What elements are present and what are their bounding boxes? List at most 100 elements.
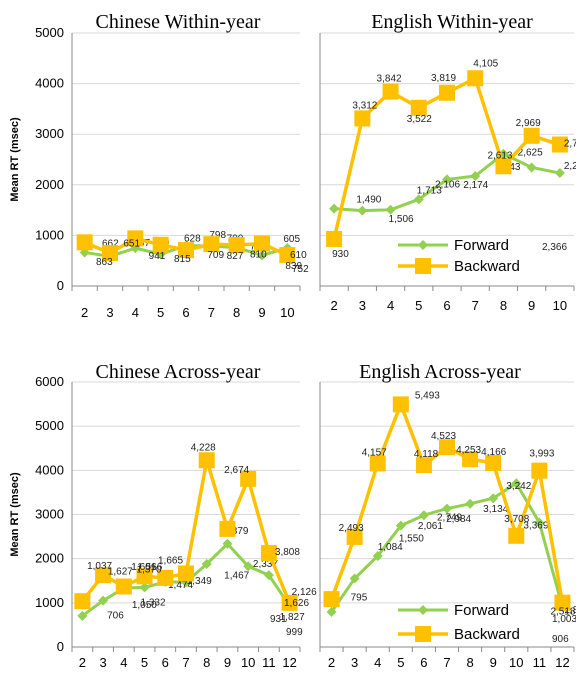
data-label-1-backward-0: 930 xyxy=(332,249,349,260)
x-tick-label-3-4: 6 xyxy=(420,655,427,670)
point-0-backward-7 xyxy=(254,235,270,252)
data-label-1-backward-3: 3,522 xyxy=(407,114,432,125)
data-label-0-backward-1: 863 xyxy=(96,257,113,268)
point-2-backward-5 xyxy=(178,565,194,582)
data-label-1-forward-1: 1,490 xyxy=(356,195,381,206)
point-0-backward-0 xyxy=(76,234,93,251)
data-label-2-forward-4: 1,566 xyxy=(137,562,162,573)
data-label-0-forward-1: 662 xyxy=(102,238,119,249)
x-tick-label-3-2: 4 xyxy=(374,655,381,670)
data-label-0-backward-7: 810 xyxy=(250,250,267,261)
x-tick-label-0-0: 2 xyxy=(81,305,88,320)
point-1-forward-1 xyxy=(357,205,368,216)
data-label-3-backward-9: 3,993 xyxy=(529,449,554,460)
point-1-forward-0 xyxy=(329,203,340,214)
data-label-3-backward-5: 4,523 xyxy=(431,431,456,442)
point-1-backward-4 xyxy=(439,84,455,101)
point-2-backward-0 xyxy=(74,593,91,610)
data-label-2-backward-9: 3,808 xyxy=(275,547,300,558)
point-2-backward-10 xyxy=(281,594,298,611)
data-label-0-backward-6: 827 xyxy=(227,251,244,262)
legend-label-forward-3: Forward xyxy=(454,602,509,619)
x-tick-label-3-8: 10 xyxy=(509,655,523,670)
data-label-3-forward-3: 1,550 xyxy=(399,534,424,545)
point-3-backward-5 xyxy=(439,439,455,456)
legend-marker-forward-3 xyxy=(418,605,428,615)
data-label-3-backward-3: 5,493 xyxy=(415,390,440,401)
point-3-backward-0 xyxy=(323,591,340,608)
x-tick-label-1-5: 7 xyxy=(472,298,479,313)
point-0-forward-7 xyxy=(257,250,267,261)
x-tick-label-2-4: 6 xyxy=(162,655,169,670)
legend-label-backward-3: Backward xyxy=(454,626,520,643)
point-0-backward-1 xyxy=(102,245,118,262)
data-label-3-forward-8: 3,242 xyxy=(506,481,531,492)
y-tick-label-2-5: 5000 xyxy=(35,418,64,433)
x-tick-label-1-0: 2 xyxy=(330,298,337,313)
y-tick-label-2-0: 0 xyxy=(57,639,64,654)
data-label-1-forward-2: 1,506 xyxy=(389,214,414,225)
point-1-forward-4 xyxy=(442,174,452,185)
legend-marker-backward-1 xyxy=(415,258,431,274)
extra-label-0-0: 752 xyxy=(292,264,309,275)
point-1-backward-3 xyxy=(410,99,427,116)
data-label-2-forward-9: 2,337 xyxy=(253,559,278,570)
point-3-backward-10 xyxy=(554,594,571,611)
y-tick-label-0-3: 3000 xyxy=(35,126,64,141)
y-tick-label-2-1: 1000 xyxy=(35,595,64,610)
chart-title-2: Chinese Across-year xyxy=(96,361,261,383)
extra-label-0-1: 610 xyxy=(290,250,307,261)
data-label-1-backward-6: 2,613 xyxy=(487,150,512,161)
point-3-backward-6 xyxy=(462,451,479,468)
point-2-backward-9 xyxy=(260,545,277,562)
data-label-3-backward-4: 4,118 xyxy=(414,449,439,460)
data-label-2-backward-6: 4,228 xyxy=(191,442,216,453)
data-label-3-backward-10: 2,518 xyxy=(550,607,575,618)
data-label-2-forward-1: 706 xyxy=(107,611,124,622)
point-3-backward-3 xyxy=(392,396,409,413)
data-label-2-backward-4: 1,601 xyxy=(131,562,156,573)
x-tick-label-0-4: 6 xyxy=(182,305,189,320)
data-label-0-forward-5: 798 xyxy=(209,230,226,241)
data-label-1-forward-7: 2,625 xyxy=(518,147,543,158)
data-label-0-backward-2: 651 xyxy=(123,238,140,249)
point-1-forward-2 xyxy=(385,204,396,215)
data-label-0-forward-8: 605 xyxy=(283,234,300,245)
y-axis-label-0: Mean RT (msec) xyxy=(9,117,21,202)
y-axis-label-2: Mean RT (msec) xyxy=(9,472,21,557)
data-label-3-forward-9: 3,369 xyxy=(523,521,548,532)
point-2-forward-1 xyxy=(98,595,109,606)
data-label-2-forward-5: 1,474 xyxy=(168,580,193,591)
extra-label-3-0: 1,003 xyxy=(552,614,576,625)
x-tick-label-3-1: 3 xyxy=(351,655,358,670)
point-2-forward-7 xyxy=(222,538,233,549)
point-0-backward-2 xyxy=(127,230,144,247)
x-tick-label-2-6: 8 xyxy=(203,655,210,670)
x-tick-label-0-5: 7 xyxy=(208,305,215,320)
x-tick-label-3-6: 8 xyxy=(466,655,473,670)
point-2-backward-2 xyxy=(115,578,132,595)
point-3-backward-1 xyxy=(346,528,363,545)
point-1-backward-6 xyxy=(495,158,512,175)
x-tick-label-2-10: 12 xyxy=(282,655,296,670)
point-3-backward-2 xyxy=(369,455,386,472)
x-tick-label-1-4: 6 xyxy=(443,298,450,313)
point-2-forward-8 xyxy=(243,561,254,572)
data-label-0-backward-4: 815 xyxy=(174,254,191,265)
point-1-backward-1 xyxy=(354,110,371,127)
legend-label-forward-1: Forward xyxy=(454,237,509,254)
point-1-forward-3 xyxy=(413,194,424,205)
x-tick-label-0-2: 4 xyxy=(132,305,139,320)
data-label-0-backward-8: 839 xyxy=(285,261,302,272)
data-label-3-forward-5: 2,749 xyxy=(437,513,462,524)
point-0-backward-4 xyxy=(178,242,194,259)
data-label-3-forward-1: 795 xyxy=(351,593,368,604)
point-3-backward-9 xyxy=(531,462,548,479)
point-1-forward-5 xyxy=(470,170,481,181)
y-tick-label-0-1: 1000 xyxy=(35,227,64,242)
y-tick-label-0-0: 0 xyxy=(57,278,64,293)
data-label-1-backward-8: 2,796 xyxy=(564,139,576,150)
data-label-3-forward-6: 2,984 xyxy=(446,514,471,525)
data-label-1-backward-1: 3,312 xyxy=(352,100,377,111)
point-3-forward-3 xyxy=(395,520,406,531)
